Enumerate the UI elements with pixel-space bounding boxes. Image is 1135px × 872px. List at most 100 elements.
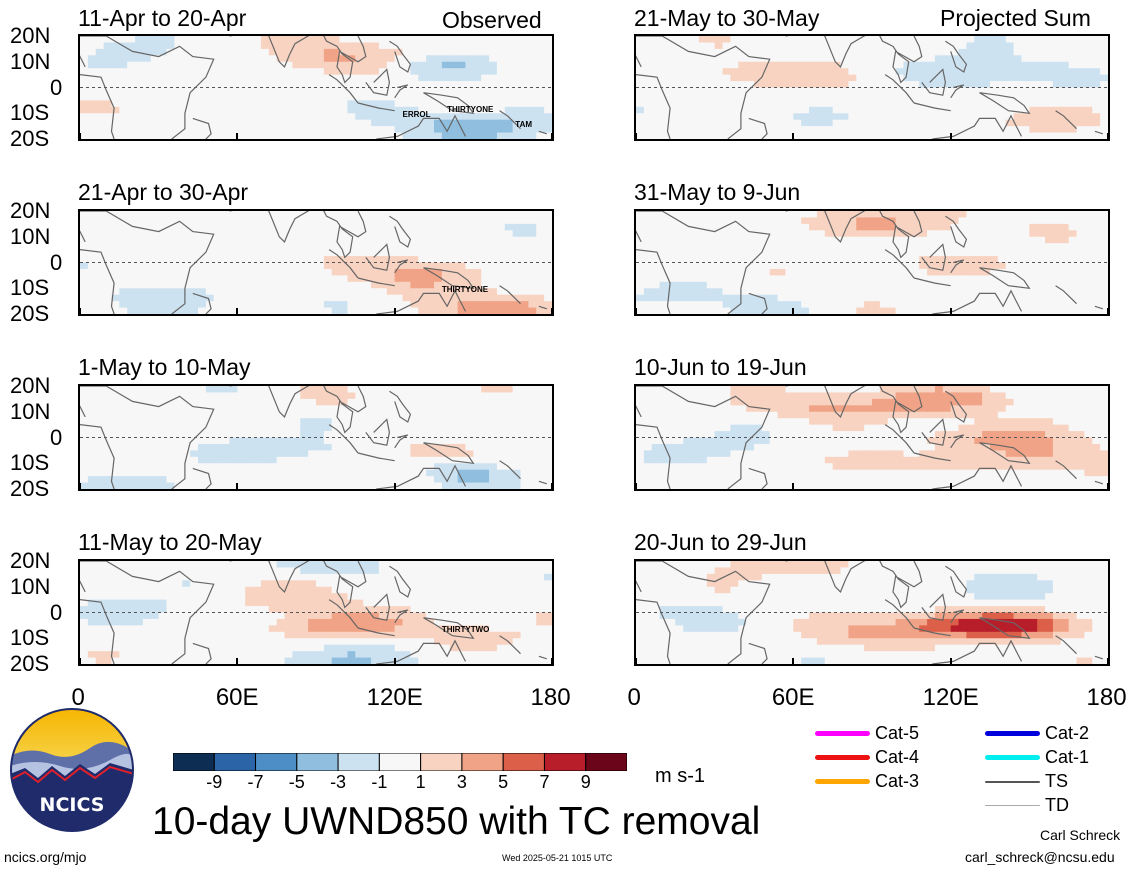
heatmap-cell	[316, 651, 325, 659]
heatmap-cell	[481, 431, 490, 439]
heatmap-cell	[643, 217, 653, 225]
heatmap-cell	[974, 48, 983, 56]
heatmap-cell	[80, 443, 89, 451]
heatmap-cell	[198, 243, 207, 251]
heatmap-cell	[1084, 119, 1093, 127]
heatmap-cell	[824, 87, 834, 95]
heatmap-cell	[643, 288, 653, 296]
heatmap-cell	[496, 386, 506, 394]
heatmap-cell	[520, 638, 529, 646]
heatmap-cell	[363, 386, 372, 394]
heatmap-cell	[150, 301, 160, 309]
heatmap-cell	[473, 580, 482, 588]
heatmap-cell	[434, 405, 443, 413]
heatmap-cell	[386, 217, 396, 225]
heatmap-cell	[316, 631, 325, 639]
heatmap-cell	[974, 132, 983, 139]
heatmap-cell	[911, 48, 920, 56]
heatmap-cell	[496, 657, 506, 664]
heatmap-cell	[308, 262, 317, 270]
heatmap-cell	[386, 657, 396, 664]
heatmap-cell	[402, 586, 411, 594]
heatmap-cell	[198, 81, 207, 89]
heatmap-cell	[473, 294, 482, 302]
heatmap-cell	[1005, 36, 1015, 44]
heatmap-cell	[441, 418, 451, 426]
heatmap-cell	[990, 55, 999, 63]
heatmap-cell	[198, 450, 207, 458]
heatmap-cell	[95, 42, 105, 50]
coastline	[357, 452, 395, 462]
heatmap-cell	[1076, 132, 1085, 139]
heatmap-cell	[190, 573, 199, 581]
heatmap-cell	[292, 211, 301, 219]
heatmap-cell	[166, 48, 175, 56]
heatmap-cell	[198, 275, 207, 283]
heatmap-cell	[418, 456, 427, 464]
heatmap-cell	[276, 586, 286, 594]
heatmap-cell	[418, 126, 427, 134]
heatmap-cell	[253, 294, 262, 302]
heatmap-cell	[441, 482, 451, 489]
heatmap-cell	[1084, 61, 1093, 69]
heatmap-cell	[190, 132, 199, 139]
heatmap-cell	[276, 651, 286, 659]
heatmap-cell	[512, 431, 522, 439]
heatmap-cell	[730, 119, 739, 127]
heatmap-cell	[1005, 42, 1015, 50]
heatmap-cell	[730, 81, 739, 89]
heatmap-cell	[182, 580, 191, 588]
heatmap-cell	[1045, 42, 1054, 50]
heatmap-cell	[809, 100, 818, 108]
heatmap-cell	[80, 294, 89, 302]
heatmap-cell	[308, 81, 317, 89]
heatmap-cell	[520, 437, 529, 445]
heatmap-cell	[347, 93, 356, 101]
heatmap-cell	[355, 411, 364, 419]
heatmap-cell	[213, 631, 223, 639]
heatmap-cell	[87, 463, 97, 471]
heatmap-cell	[119, 612, 128, 620]
heatmap-cell	[323, 586, 333, 594]
heatmap-cell	[761, 132, 771, 139]
heatmap-cell	[683, 55, 692, 63]
heatmap-cell	[441, 644, 451, 652]
heatmap-cell	[355, 301, 364, 309]
heatmap-cell	[253, 100, 262, 108]
heatmap-cell	[276, 612, 286, 620]
heatmap-cell	[942, 48, 952, 56]
heatmap-cell	[895, 61, 905, 69]
heatmap-cell	[402, 398, 411, 406]
heatmap-cell	[229, 68, 238, 76]
heatmap-cell	[426, 469, 435, 477]
heatmap-cell	[378, 113, 388, 121]
heatmap-cell	[911, 106, 920, 114]
heatmap-cell	[426, 411, 435, 419]
heatmap-cell	[489, 456, 498, 464]
heatmap-cell	[166, 443, 175, 451]
heatmap-cell	[103, 243, 113, 251]
heatmap-cell	[1068, 55, 1078, 63]
heatmap-cell	[260, 268, 270, 276]
heatmap-cell	[544, 469, 552, 477]
x-tick-mark	[80, 308, 81, 314]
x-tick-mark	[80, 483, 81, 489]
heatmap-cell	[659, 268, 669, 276]
panel-title-1: 11-Apr to 20-Apr	[78, 5, 247, 31]
heatmap-cell	[292, 586, 301, 594]
heatmap-cell	[659, 119, 669, 127]
heatmap-cell	[386, 618, 396, 626]
heatmap-cell	[127, 651, 136, 659]
heatmap-cell	[158, 256, 168, 264]
heatmap-cell	[903, 74, 912, 82]
heatmap-cell	[316, 431, 325, 439]
heatmap-cell	[158, 55, 168, 63]
heatmap-cell	[260, 262, 270, 270]
heatmap-cell	[316, 113, 325, 121]
heatmap-cell	[245, 625, 254, 633]
heatmap-cell	[331, 424, 341, 432]
heatmap-cell	[213, 249, 223, 257]
heatmap-cell	[761, 100, 771, 108]
heatmap-cell	[182, 599, 191, 607]
heatmap-cell	[300, 36, 309, 44]
